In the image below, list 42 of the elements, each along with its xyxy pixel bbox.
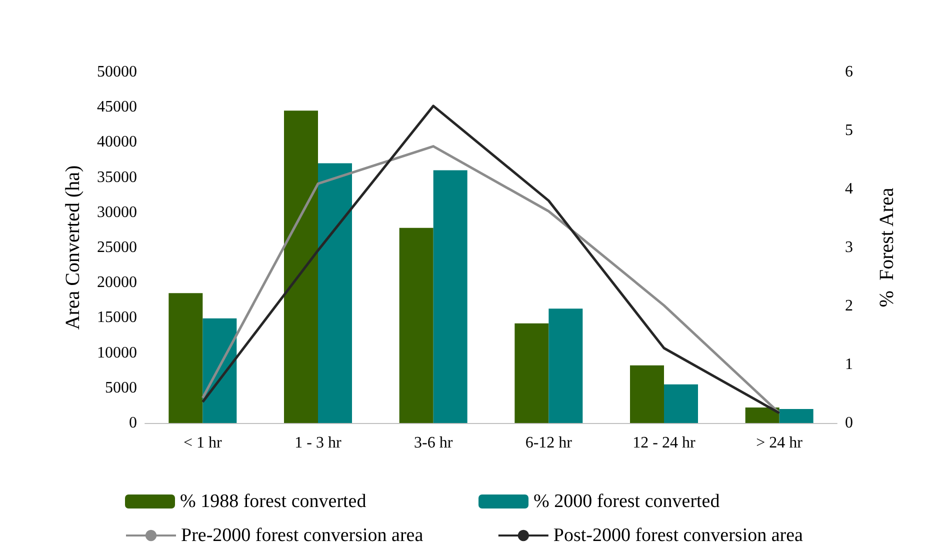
- x-tick-label: 6-12 hr: [525, 434, 573, 452]
- y-tick-label: 0: [129, 414, 137, 432]
- y2-tick-label: 0: [845, 414, 853, 432]
- x-tick-label: 3-6 hr: [414, 434, 454, 452]
- y-tick-label: 20000: [97, 274, 137, 292]
- y-tick-label: 5000: [105, 379, 137, 396]
- bar: [318, 163, 352, 423]
- y2-tick-label: 3: [845, 239, 853, 256]
- y2-tick-label: 1: [845, 356, 853, 373]
- y2-tick-label: 5: [845, 122, 853, 139]
- y-tick-label: 50000: [97, 64, 137, 80]
- bar: [514, 323, 549, 423]
- legend-label: Pre-2000 forest conversion area: [181, 525, 438, 546]
- bar: [399, 228, 434, 423]
- y2-tick-label: 4: [845, 180, 853, 198]
- bar: [745, 408, 780, 423]
- y-tick-label: 10000: [97, 344, 137, 362]
- bar: [779, 408, 814, 423]
- x-tick-label: < 1 hr: [183, 434, 223, 452]
- bar: [548, 308, 583, 423]
- y2-tick-label: 2: [845, 298, 853, 314]
- bar: [168, 293, 203, 423]
- y-tick-label: 45000: [97, 98, 137, 116]
- y-axis-title: Area Converted (ha): [62, 165, 84, 330]
- y-tick-label: 40000: [97, 134, 137, 151]
- x-tick-label: 1 - 3 hr: [294, 434, 342, 452]
- bar: [284, 110, 318, 423]
- bar: [433, 170, 468, 423]
- y-tick-label: 30000: [97, 204, 137, 221]
- bar: [630, 365, 664, 423]
- y-tick-label: 15000: [97, 309, 137, 326]
- y-tick-label: 35000: [97, 168, 137, 186]
- bar: [664, 384, 698, 423]
- y-tick-label: 25000: [97, 239, 137, 256]
- bar: [202, 318, 237, 423]
- x-tick-label: > 24 hr: [756, 434, 804, 452]
- legend-label: % 1988 forest converted: [180, 491, 418, 512]
- x-tick-label: 12 - 24 hr: [632, 434, 696, 452]
- legend-label: % 2000 forest converted: [533, 491, 772, 512]
- y2-tick-label: 6: [845, 64, 853, 80]
- y2-axis-title: % Forest Area: [876, 188, 898, 308]
- legend-label: Post-2000 forest conversion area: [553, 525, 812, 546]
